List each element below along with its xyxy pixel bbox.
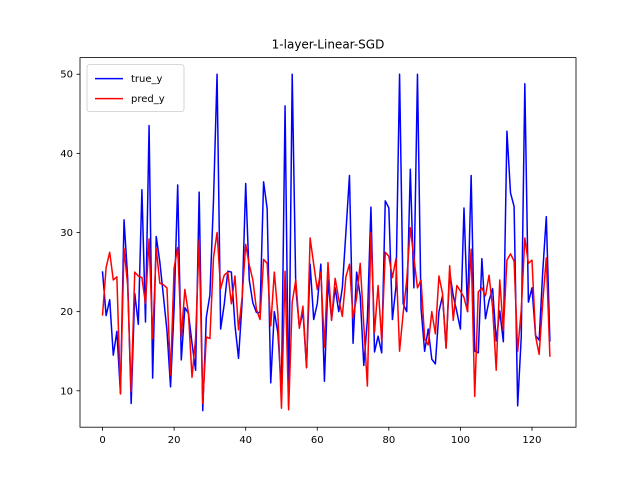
legend-label-true-y: true_y [131,74,163,85]
x-axis: 0 20 40 60 80 100 120 [99,427,542,446]
series-line-true-y [101,73,551,412]
y-tick-label: 20 [60,307,73,318]
plot-area [101,73,551,412]
x-tick-label: 0 [99,435,105,446]
x-tick-label: 120 [522,435,541,446]
y-tick-label: 50 [60,70,73,81]
legend-box [86,64,185,112]
y-axis: 10 20 30 40 50 [60,70,80,397]
y-tick-label: 40 [60,149,73,160]
x-tick-label: 60 [311,435,324,446]
legend-label-pred-y: pred_y [131,94,165,105]
x-tick-label: 40 [239,435,252,446]
x-tick-label: 20 [168,435,181,446]
series-layer [101,73,551,412]
plot-frame [79,57,577,428]
chart-title: 1-layer-Linear-SGD [272,38,385,52]
legend: true_y pred_y [86,64,185,112]
x-tick-label: 100 [451,435,470,446]
series-line-pred-y [101,227,551,411]
x-tick-label: 80 [382,435,395,446]
y-tick-label: 30 [60,228,73,239]
y-tick-label: 10 [60,386,73,397]
